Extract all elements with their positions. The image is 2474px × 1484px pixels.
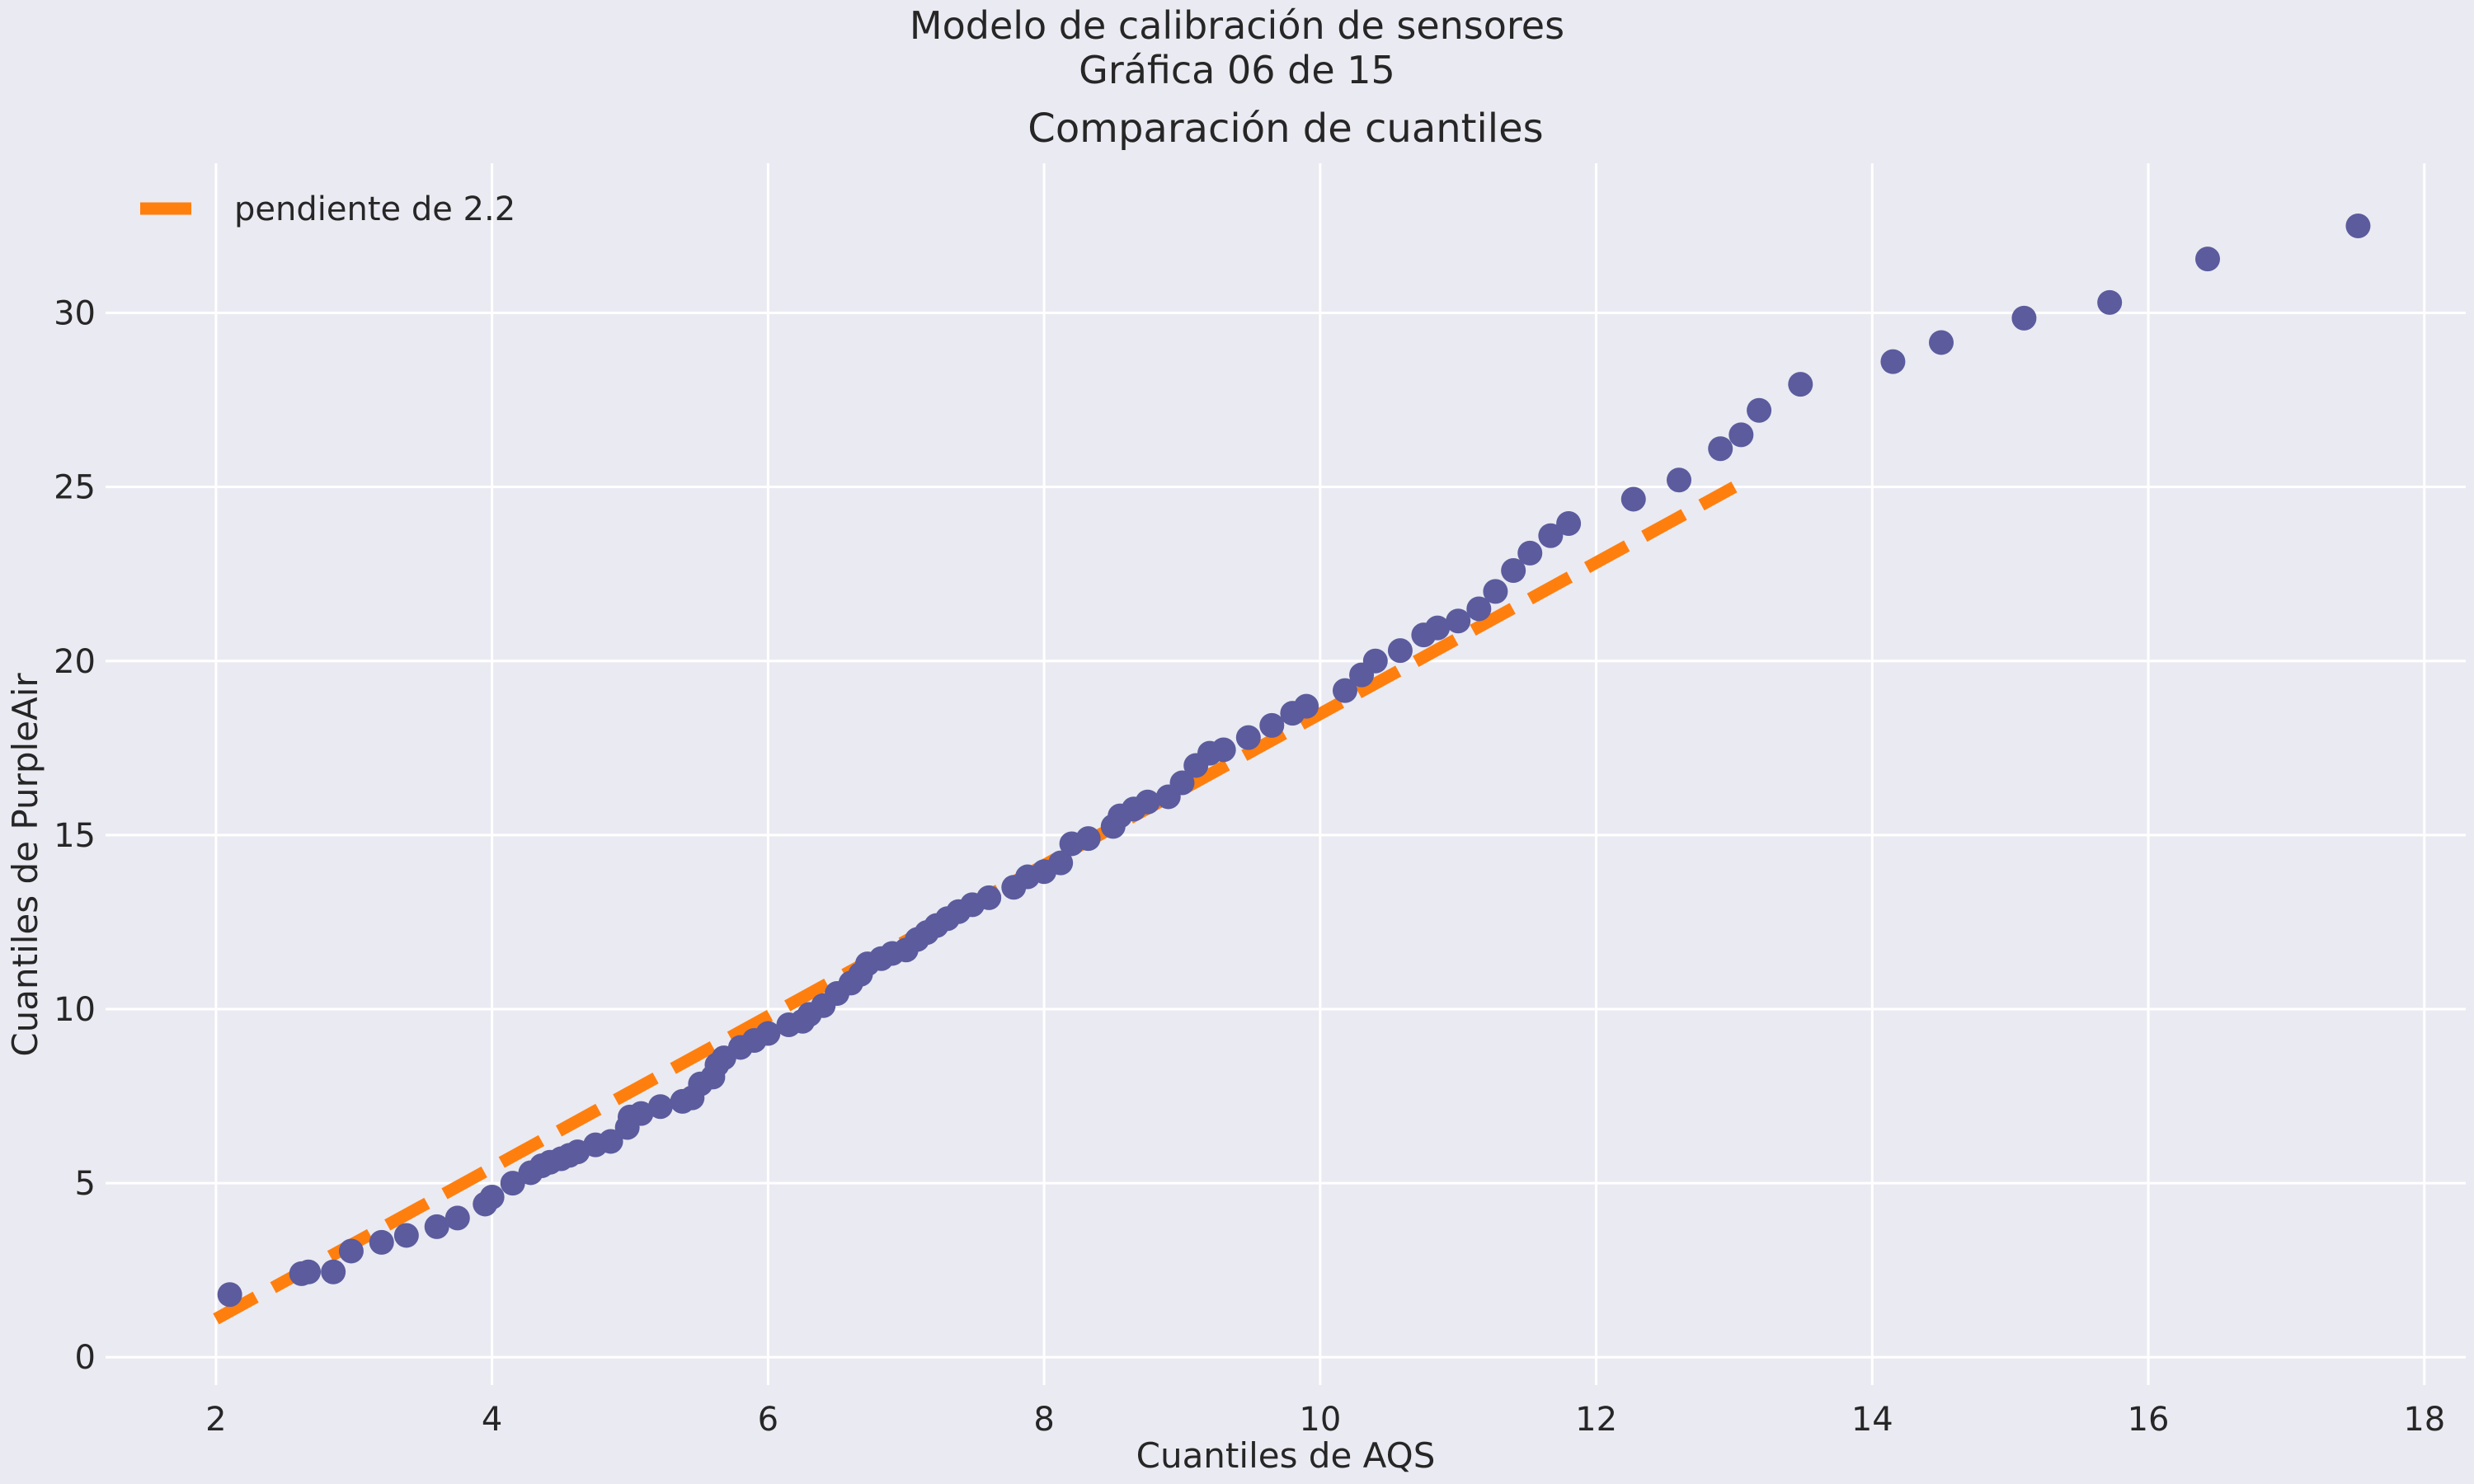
data-point bbox=[369, 1229, 394, 1255]
data-point bbox=[217, 1282, 242, 1308]
y-tick-labels: 0 5 10 15 20 25 30 bbox=[54, 295, 96, 1378]
data-point bbox=[424, 1214, 449, 1239]
data-point bbox=[2195, 247, 2221, 272]
y-tick-label: 5 bbox=[75, 1165, 96, 1203]
x-tick-label: 14 bbox=[1851, 1401, 1893, 1439]
data-point bbox=[296, 1259, 322, 1284]
data-point bbox=[976, 885, 1002, 910]
data-point bbox=[628, 1101, 654, 1126]
x-tick-label: 2 bbox=[205, 1401, 226, 1439]
data-point bbox=[1620, 486, 1646, 512]
data-point bbox=[1880, 349, 1906, 374]
x-tick-label: 12 bbox=[1575, 1401, 1617, 1439]
data-point bbox=[1708, 436, 1733, 462]
x-tick-labels: 2 4 6 8 10 12 14 16 18 bbox=[205, 1401, 2445, 1439]
y-tick-label: 10 bbox=[54, 991, 96, 1029]
data-point bbox=[1788, 372, 1813, 397]
y-tick-label: 15 bbox=[54, 817, 96, 855]
x-tick-label: 6 bbox=[758, 1401, 778, 1439]
data-points bbox=[217, 214, 2371, 1308]
data-point bbox=[647, 1094, 673, 1120]
chart-title: Comparación de cuantiles bbox=[1028, 106, 1543, 152]
data-point bbox=[1294, 693, 1319, 719]
y-axis-label: Cuantiles de PurpleAir bbox=[5, 673, 45, 1057]
legend-label-slope: pendiente de 2.2 bbox=[234, 190, 515, 228]
data-point bbox=[1259, 712, 1285, 738]
data-point bbox=[1425, 615, 1451, 641]
x-tick-label: 18 bbox=[2403, 1401, 2445, 1439]
x-tick-label: 10 bbox=[1299, 1401, 1341, 1439]
data-point bbox=[338, 1238, 364, 1264]
y-tick-label: 30 bbox=[54, 295, 96, 333]
x-tick-label: 16 bbox=[2128, 1401, 2170, 1439]
data-point bbox=[1729, 422, 1754, 448]
data-point bbox=[1135, 789, 1160, 815]
data-point bbox=[1169, 770, 1195, 796]
x-tick-label: 8 bbox=[1033, 1401, 1054, 1439]
data-point bbox=[1929, 330, 1954, 355]
grid-lines bbox=[106, 163, 2466, 1385]
y-tick-label: 25 bbox=[54, 469, 96, 507]
y-tick-label: 20 bbox=[54, 643, 96, 681]
data-point bbox=[1387, 638, 1413, 664]
data-point bbox=[1466, 596, 1492, 622]
data-point bbox=[1556, 511, 1582, 536]
data-point bbox=[1048, 850, 1074, 876]
figure-suptitle-line1: Modelo de calibración de sensores bbox=[910, 3, 1564, 48]
data-point bbox=[500, 1171, 525, 1196]
data-point bbox=[1501, 558, 1526, 583]
x-tick-label: 4 bbox=[482, 1401, 502, 1439]
data-point bbox=[444, 1205, 470, 1231]
legend: pendiente de 2.2 bbox=[140, 190, 515, 228]
data-point bbox=[1483, 579, 1508, 604]
data-point bbox=[393, 1223, 419, 1248]
data-point bbox=[1332, 678, 1357, 703]
data-point bbox=[321, 1259, 346, 1284]
data-point bbox=[598, 1129, 623, 1154]
data-point bbox=[1362, 648, 1388, 674]
data-point bbox=[479, 1185, 505, 1209]
data-point bbox=[1667, 467, 1691, 493]
y-tick-label: 0 bbox=[75, 1339, 96, 1377]
data-point bbox=[1747, 397, 1772, 423]
data-point bbox=[1517, 540, 1543, 566]
data-point bbox=[1211, 737, 1236, 763]
data-point bbox=[1075, 826, 1101, 852]
data-point bbox=[1235, 725, 1261, 750]
data-point bbox=[1446, 608, 1471, 634]
x-axis-label: Cuantiles de AQS bbox=[1136, 1435, 1436, 1476]
data-point bbox=[1538, 523, 1564, 548]
data-point bbox=[755, 1021, 781, 1046]
data-point bbox=[2345, 214, 2371, 238]
data-point bbox=[2011, 305, 2037, 331]
data-point bbox=[2097, 289, 2123, 315]
figure-suptitle-line2: Gráfica 06 de 15 bbox=[1079, 48, 1395, 92]
